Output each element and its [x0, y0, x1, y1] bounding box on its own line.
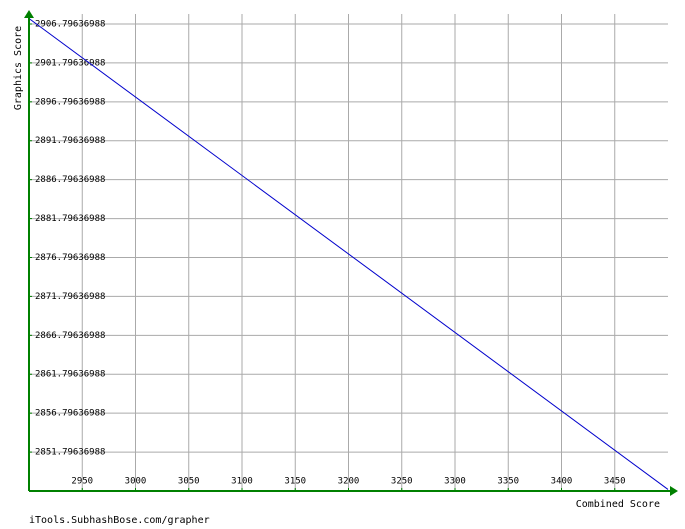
x-tick-label: 3200 [338, 477, 360, 487]
y-tick-label: 2861.79636988 [35, 370, 105, 380]
x-tick-label: 3350 [497, 477, 519, 487]
y-tick-label: 2876.79636988 [35, 253, 105, 263]
y-tick-label: 2906.79636988 [35, 19, 105, 29]
y-tick-label: 2896.79636988 [35, 97, 105, 107]
y-axis-arrow [24, 10, 34, 18]
x-axis-label: Combined Score [576, 499, 660, 510]
x-tick-label: 3400 [551, 477, 573, 487]
y-tick-label: 2901.79636988 [35, 58, 105, 68]
y-tick-label: 2866.79636988 [35, 331, 105, 341]
x-tick-label: 3300 [444, 477, 466, 487]
x-axis-arrow [670, 486, 678, 496]
y-tick-label: 2851.79636988 [35, 448, 105, 458]
x-tick-label: 2950 [71, 477, 93, 487]
x-tick-label: 3450 [604, 477, 626, 487]
x-tick-label: 3050 [178, 477, 200, 487]
x-tick-label: 3250 [391, 477, 413, 487]
x-tick-label: 3150 [284, 477, 306, 487]
y-tick-label: 2886.79636988 [35, 175, 105, 185]
y-tick-label: 2881.79636988 [35, 214, 105, 224]
y-tick-label: 2871.79636988 [35, 292, 105, 302]
y-tick-label: 2891.79636988 [35, 136, 105, 146]
data-line [28, 18, 669, 490]
y-axis-label: Graphics Score [13, 26, 24, 110]
x-tick-label: 3000 [125, 477, 147, 487]
x-tick-label: 3100 [231, 477, 253, 487]
y-tick-label: 2856.79636988 [35, 409, 105, 419]
footer: iTools.SubhashBose.com/grapher [29, 515, 210, 526]
